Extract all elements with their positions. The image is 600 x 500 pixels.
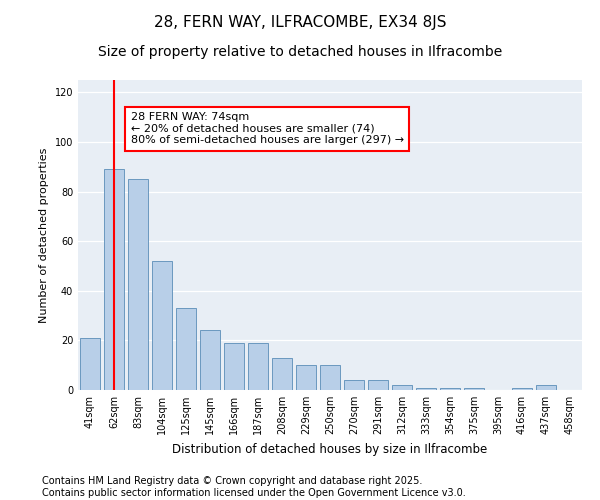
Bar [512,388,532,390]
X-axis label: Distribution of detached houses by size in Ilfracombe: Distribution of detached houses by size … [172,442,488,456]
Bar [176,308,196,390]
Y-axis label: Number of detached properties: Number of detached properties [39,148,49,322]
Bar [104,170,124,390]
Bar [320,365,340,390]
Bar [464,388,484,390]
Text: 28, FERN WAY, ILFRACOMBE, EX34 8JS: 28, FERN WAY, ILFRACOMBE, EX34 8JS [154,15,446,30]
Text: 28 FERN WAY: 74sqm
← 20% of detached houses are smaller (74)
80% of semi-detache: 28 FERN WAY: 74sqm ← 20% of detached hou… [131,112,404,146]
Bar [392,385,412,390]
Bar [200,330,220,390]
Bar [416,388,436,390]
Bar [272,358,292,390]
Bar [152,261,172,390]
Bar [440,388,460,390]
Text: Contains HM Land Registry data © Crown copyright and database right 2025.
Contai: Contains HM Land Registry data © Crown c… [42,476,466,498]
Bar [536,385,556,390]
Bar [128,179,148,390]
Bar [80,338,100,390]
Bar [368,380,388,390]
Bar [248,343,268,390]
Bar [344,380,364,390]
Bar [296,365,316,390]
Text: Size of property relative to detached houses in Ilfracombe: Size of property relative to detached ho… [98,45,502,59]
Bar [224,343,244,390]
